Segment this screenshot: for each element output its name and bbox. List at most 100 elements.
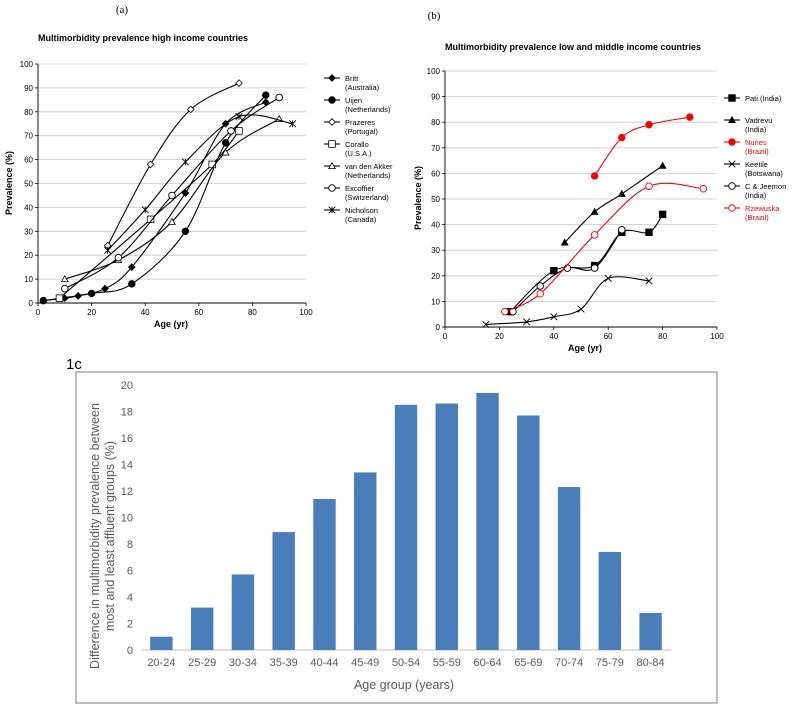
panel-a-ylabel: Prevalence (%) [4,151,14,215]
panel-a-series-nicholson-canada-point [141,206,149,214]
panel-a-series-uijen-netherlands-point [128,280,136,288]
panel-c-bar-25-29 [190,607,214,650]
panel-a-series-uijen-netherlands-point [87,289,96,298]
panel-b-series-keetile-botswana-point [550,313,558,321]
panel-b-series-vadrevu-india-point [560,238,569,246]
panel-a: (a) Multimorbidity prevalence high incom… [4,4,393,329]
panel-b-ytick-label: 60 [431,169,440,178]
panel-a-legend-britt-australia-marker [328,74,336,82]
panel-c-ytick-label: 14 [121,460,133,472]
panel-a-series-corallo-u-s-a-point [55,294,64,302]
panel-a-legend-excoffier-switzerland-label: Excoffier (Switzerland) [345,184,389,202]
panel-b-legend-keetile-botswana-marker [728,160,736,168]
panel-a-series-prazeres-portugal-line [107,82,240,246]
panel-c-bar-55-59 [435,403,458,650]
panel-a-legend-corallo-u-s-a-label: Corallo (U.S.A.) [345,140,372,158]
panel-b-ytick-label: 100 [427,67,441,76]
panel-b-xtick-label: 100 [710,332,724,341]
panel-b-legend-pati-india-marker [728,94,736,102]
panel-a-series-uijen-netherlands-point [181,227,190,235]
panel-b-series-c-jeemon-india-point [536,282,544,290]
panel-a-series-corallo-u-s-a-line [59,130,240,299]
panel-b-legend-nunes-brazil-marker [728,138,736,146]
panel-b-series-rzewuska-brazil-point [645,182,653,190]
panel-a-xlabel: Age (yr) [154,319,188,329]
panel-c-bar-65-69 [517,415,540,650]
panel-c-ytick-label: 6 [127,566,133,578]
panel-a-legend-uijen-netherlands-marker [328,96,336,104]
panel-a-xtick-label: 20 [87,308,96,317]
panel-a-legend-van-den-akker-netherlands-label: van den Akker (Netherlands) [345,162,393,180]
panel-b-series-rzewuska-brazil-line [504,182,704,313]
panel-b-series-rzewuska-brazil-point [699,185,708,193]
panel-a-series-uijen-netherlands-point [221,139,230,147]
panel-a-series-excoffier-switzerland-point [275,93,283,102]
panel-a-ytick-label: 50 [24,180,33,189]
panel-b-xtick-label: 40 [549,332,558,341]
panel-a-legend-britt-australia-label: Britt (Australia) [345,74,380,92]
panel-b-series-keetile-botswana-point [522,318,531,326]
panel-a-series-uijen-netherlands-point [39,296,48,305]
panel-a-series-van-den-akker-netherlands-point [60,274,69,283]
panel-c-ytick-label: 2 [127,619,133,631]
panel-b-title: Multimorbidity prevalence low and middle… [445,42,701,52]
panel-a-series-corallo-u-s-a-point [235,127,243,135]
panel-c-bar-45-49 [354,472,377,650]
panel-c-xtick-label: 60-64 [473,657,501,669]
panel-a-label: (a) [116,4,129,16]
panel-c-ytick-label: 16 [121,433,133,445]
panel-c: 1c Age group (years) Difference in multi… [66,356,718,704]
panel-a-ytick-label: 0 [29,299,34,308]
panel-a-series-uijen-netherlands-point [262,91,270,99]
panel-c-xlabel: Age group (years) [354,678,454,692]
panel-b-ytick-label: 70 [431,144,440,153]
panel-b-series-pati-india-line [509,214,664,312]
panel-a-ytick-label: 90 [24,84,33,93]
panel-b-series-c-jeemon-india-point [590,264,599,272]
panel-b-series-vadrevu-india-point [590,207,599,215]
panel-b-ytick-label: 30 [431,246,440,255]
panel-a-legend-nicholson-canada-marker [328,206,336,214]
panel-c-ytick-label: 10 [121,513,133,525]
panel-b-series-vadrevu-india-point [658,161,667,169]
panel-c-xtick-label: 45-49 [351,657,379,669]
panel-a-series-prazeres-portugal-point [235,79,243,87]
panel-c-bar-20-24 [150,636,173,650]
panel-a-series-van-den-akker-netherlands-point [168,217,176,225]
panel-b-label: (b) [428,10,441,22]
panel-b-series-keetile-botswana-point [577,305,585,313]
panel-b-ylabel: Prevalence (%) [413,166,423,230]
panel-c-xtick-label: 35-39 [270,657,298,669]
panel-a-ytick-label: 40 [24,203,33,212]
panel-b-series-vadrevu-india-line [564,165,663,243]
panel-a-series-van-den-akker-netherlands-point [221,148,230,156]
panel-a-legend-prazeres-portugal-label: Prazeres (Portugal) [345,118,378,136]
panel-b-series-nunes-brazil-point [618,133,626,142]
panel-b-legend-rzewuska-brazil-label: Rzewuska (Brazil) [745,204,780,222]
panel-a-series-britt-australia-point [101,284,109,293]
panel-a-series-nicholson-canada-point [235,112,243,121]
panel-c-bar-80-84 [639,612,662,650]
panel-c-xtick-label: 70-74 [555,657,583,669]
panel-a-series-nicholson-canada-point [288,120,297,128]
panel-c-ytick-label: 0 [127,645,133,657]
panel-b-series-rzewuska-brazil-point [536,289,544,298]
panel-c-xtick-label: 20-24 [147,657,175,669]
panel-c-label: 1c [66,356,82,373]
panel-b-series-nunes-brazil-point [645,121,653,129]
panel-b-ytick-label: 50 [431,195,440,204]
panel-b-xlabel: Age (yr) [568,343,602,353]
panel-a-series-excoffier-switzerland-point [61,284,69,293]
panel-a-ytick-label: 60 [24,156,33,165]
panel-b-series-rzewuska-brazil-point [501,307,509,316]
panel-c-ylabel-line1: Difference in multimorbidity prevalence … [88,403,102,669]
panel-a-legend-uijen-netherlands-label: Uijen (Netherlands) [345,96,391,114]
panel-a-series-corallo-u-s-a-point [146,215,155,224]
panel-b-ytick-label: 20 [431,272,440,281]
panel-b-series-keetile-botswana-line [485,276,650,325]
panel-c-xtick-label: 75-79 [596,657,624,669]
panel-c-xtick-label: 50-54 [392,657,420,669]
panel-a-xtick-label: 100 [299,308,313,317]
panel-c-ytick-label: 18 [121,407,133,419]
panel-a-series-excoffier-switzerland-point [114,253,123,262]
